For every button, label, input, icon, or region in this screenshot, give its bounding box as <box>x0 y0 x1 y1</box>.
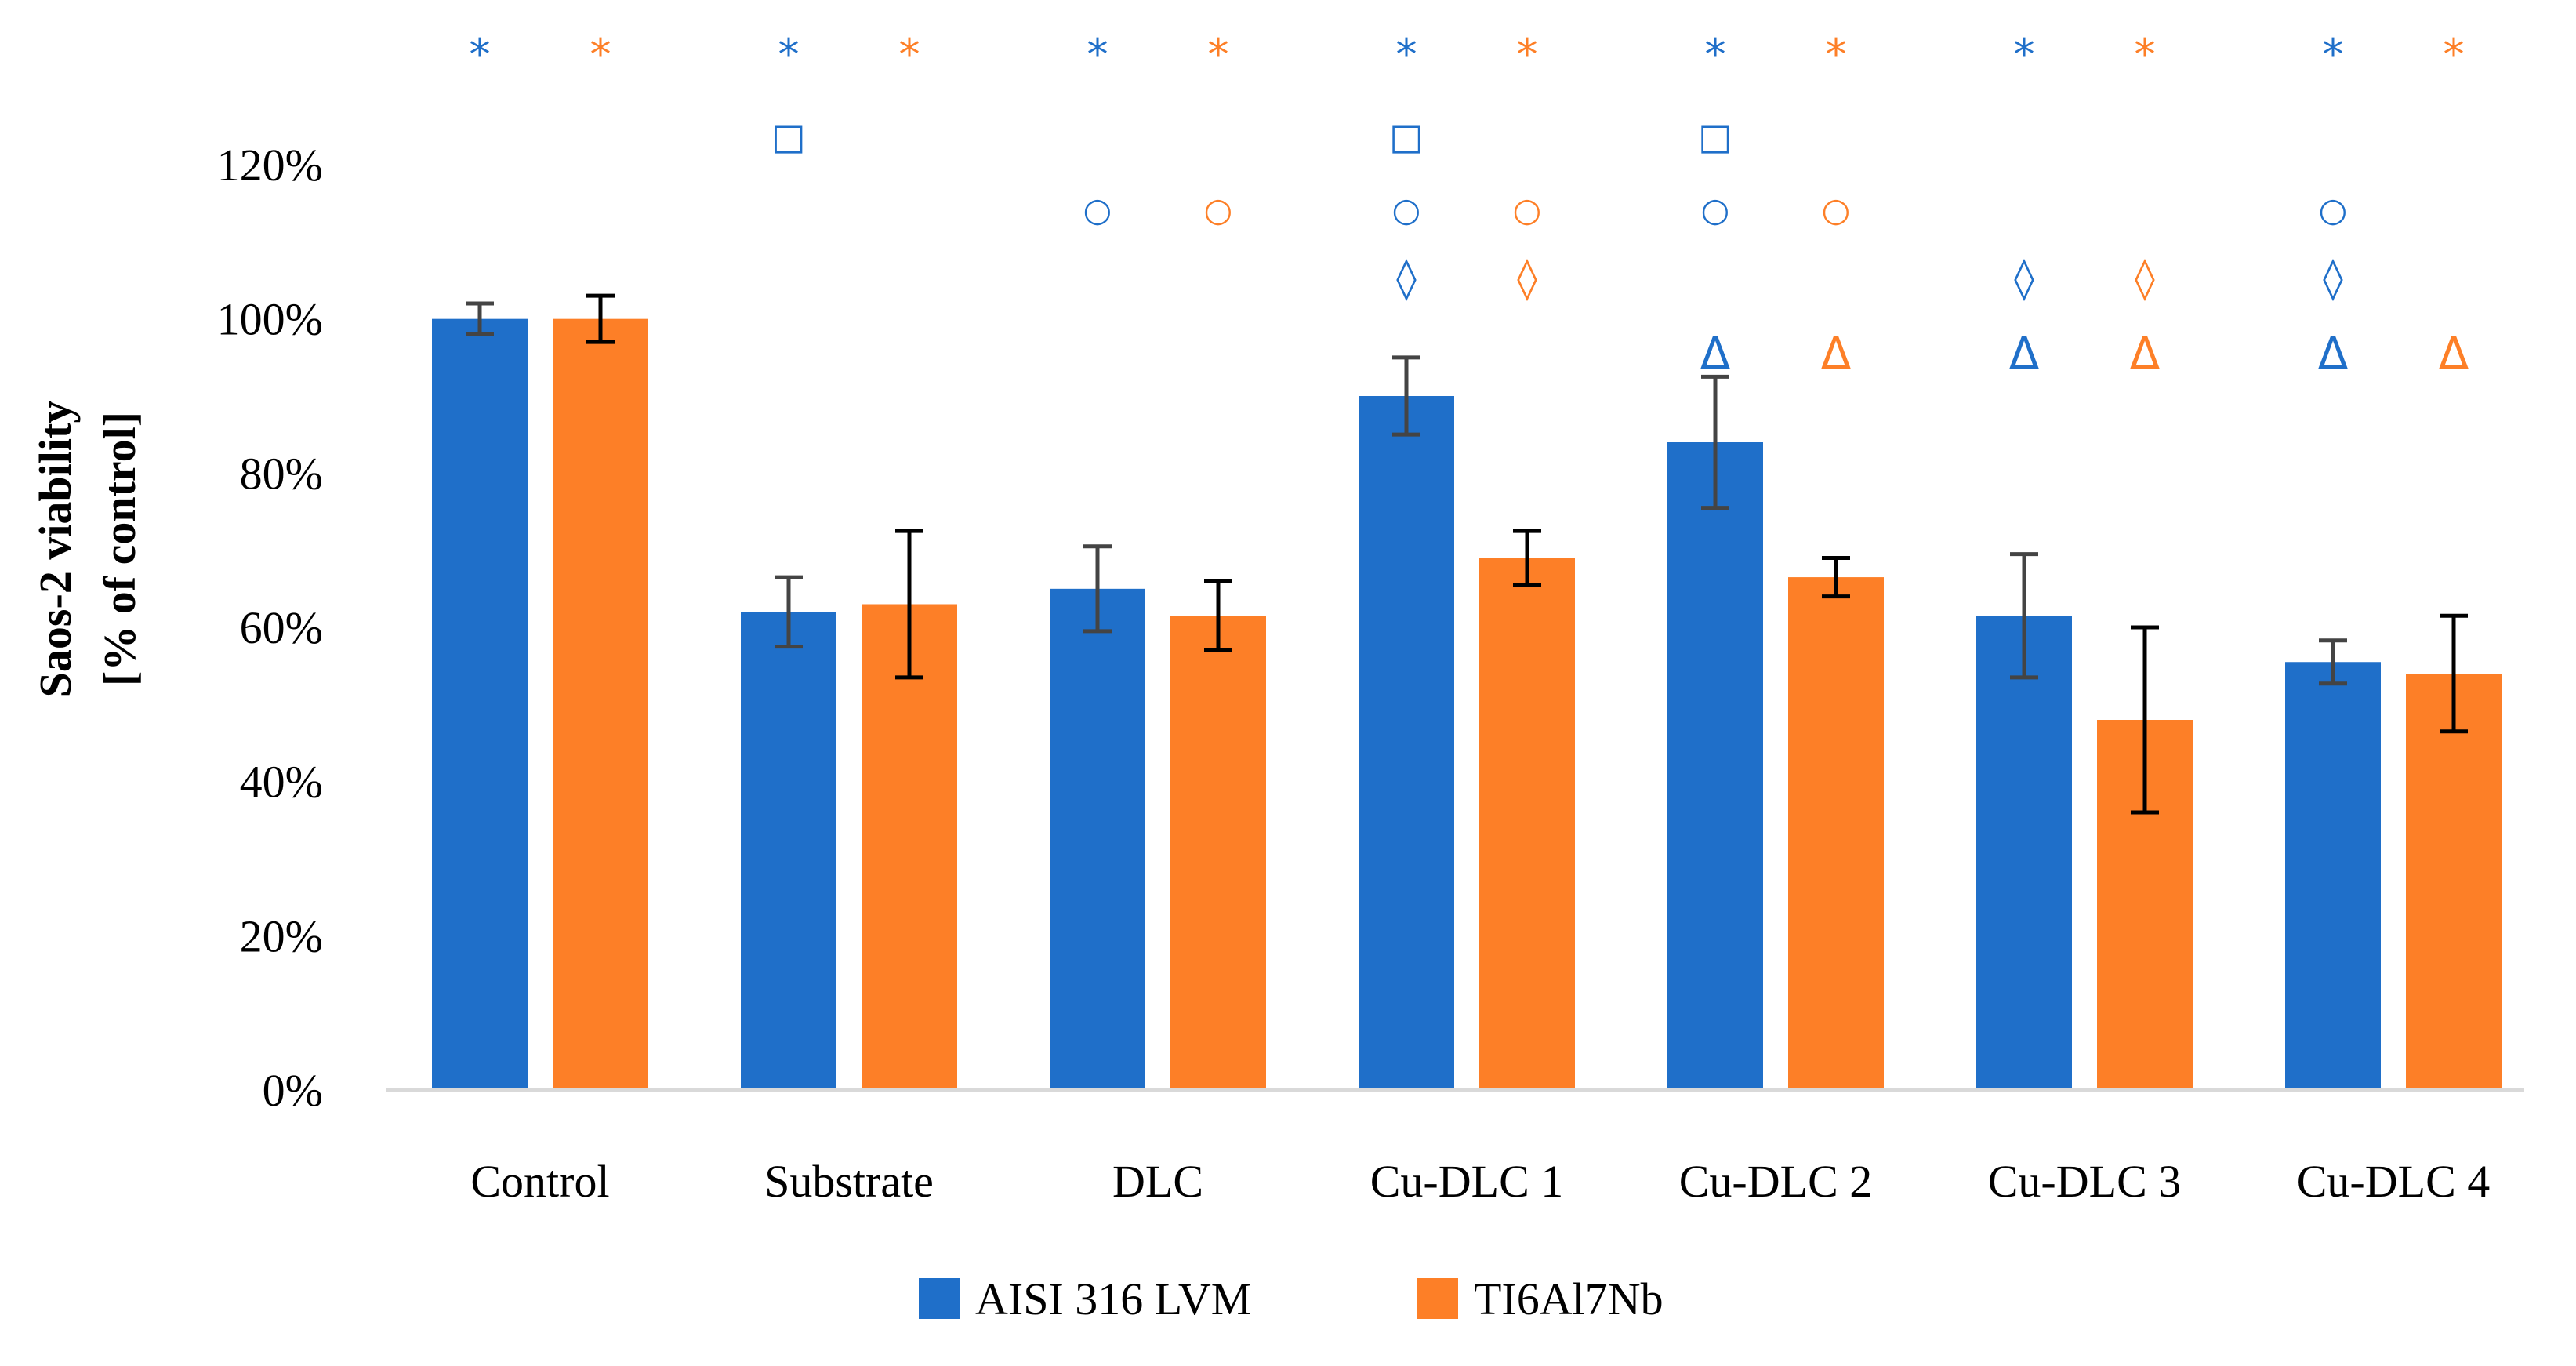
bar-cu-dlc-1-ti6al7nb <box>1479 558 1575 1090</box>
marker-triangle-cu-dlc-4-ti6al7nb: Δ <box>2439 329 2469 380</box>
bar-cu-dlc-4-aisi-316-lvm <box>2285 662 2381 1090</box>
marker-asterisk-cu-dlc-2-ti6al7nb: * <box>1826 30 1847 79</box>
y-axis-ticks: 0% 20% 40% 60% 80% 100% 120% <box>217 140 323 1116</box>
y-tick-label-80: 80% <box>240 448 323 499</box>
error-bar-cu-dlc-2-aisi-316-lvm <box>1701 374 1729 510</box>
error-bar-cu-dlc-1-ti6al7nb <box>1513 529 1541 587</box>
error-bars <box>466 293 2468 815</box>
marker-diamond-cu-dlc-3-ti6al7nb: ◊ <box>2135 255 2155 302</box>
marker-triangle-cu-dlc-3-aisi-316-lvm: Δ <box>2009 329 2039 380</box>
x-tick-label-cu-dlc-1: Cu-DLC 1 <box>1370 1156 1564 1207</box>
marker-asterisk-cu-dlc-1-aisi-316-lvm: * <box>1396 30 1417 79</box>
legend-swatch-aisi-316-lvm <box>919 1278 960 1319</box>
error-bar-cu-dlc-4-aisi-316-lvm <box>2319 638 2347 686</box>
marker-triangle-cu-dlc-2-ti6al7nb: Δ <box>1821 329 1851 380</box>
error-bar-substrate-aisi-316-lvm <box>775 575 803 649</box>
marker-diamond-cu-dlc-1-aisi-316-lvm: ◊ <box>1396 255 1417 302</box>
legend-item-ti6al7nb: TI6Al7Nb <box>1417 1273 1664 1324</box>
y-axis-title-line-1: Saos-2 viability <box>30 401 81 698</box>
y-tick-label-100: 100% <box>217 294 323 345</box>
error-bar-dlc-ti6al7nb <box>1204 579 1232 652</box>
marker-asterisk-substrate-aisi-316-lvm: * <box>778 30 800 79</box>
legend-item-aisi-316-lvm: AISI 316 LVM <box>919 1273 1251 1324</box>
bars <box>432 318 2502 1091</box>
marker-asterisk-control-aisi-316-lvm: * <box>470 30 491 79</box>
x-axis-categories: Control Substrate DLC Cu-DLC 1 Cu-DLC 2 Cu-DL… <box>470 1156 2490 1207</box>
marker-circle-dlc-aisi-316-lvm: ○ <box>1083 191 1112 229</box>
error-bar-dlc-aisi-316-lvm <box>1083 544 1112 634</box>
marker-asterisk-cu-dlc-3-aisi-316-lvm: * <box>2014 30 2035 79</box>
bar-cu-dlc-2-ti6al7nb <box>1788 577 1884 1090</box>
marker-circle-cu-dlc-1-aisi-316-lvm: ○ <box>1392 191 1421 229</box>
y-tick-label-20: 20% <box>240 910 323 961</box>
y-axis-title: Saos-2 viability [% of control] <box>30 401 145 698</box>
marker-diamond-cu-dlc-1-ti6al7nb: ◊ <box>1517 255 1537 302</box>
error-bar-cu-dlc-4-ti6al7nb <box>2440 613 2468 734</box>
marker-circle-cu-dlc-2-ti6al7nb: ○ <box>1822 191 1851 229</box>
bar-control-ti6al7nb <box>553 318 648 1091</box>
marker-circle-cu-dlc-2-aisi-316-lvm: ○ <box>1701 191 1730 229</box>
marker-square-substrate-aisi-316-lvm: □ <box>771 115 805 158</box>
marker-asterisk-cu-dlc-4-ti6al7nb: * <box>2444 30 2465 79</box>
bar-dlc-aisi-316-lvm <box>1050 588 1145 1090</box>
marker-triangle-cu-dlc-4-aisi-316-lvm: Δ <box>2318 329 2348 380</box>
marker-asterisk-dlc-ti6al7nb: * <box>1208 30 1229 79</box>
y-tick-label-40: 40% <box>240 757 323 808</box>
y-tick-label-120: 120% <box>217 140 323 191</box>
bar-substrate-ti6al7nb <box>862 604 957 1090</box>
marker-diamond-cu-dlc-3-aisi-316-lvm: ◊ <box>2014 255 2034 302</box>
x-tick-label-cu-dlc-4: Cu-DLC 4 <box>2297 1156 2491 1207</box>
error-bar-cu-dlc-2-ti6al7nb <box>1822 556 1850 599</box>
marker-asterisk-cu-dlc-3-ti6al7nb: * <box>2135 30 2156 79</box>
x-tick-label-control: Control <box>470 1156 609 1207</box>
y-axis-title-line-2: [% of control] <box>94 412 145 686</box>
marker-square-cu-dlc-2-aisi-316-lvm: □ <box>1698 115 1732 158</box>
marker-square-cu-dlc-1-aisi-316-lvm: □ <box>1389 115 1423 158</box>
legend-swatch-ti6al7nb <box>1417 1278 1458 1319</box>
legend-label-ti6al7nb: TI6Al7Nb <box>1474 1273 1664 1324</box>
marker-circle-cu-dlc-1-ti6al7nb: ○ <box>1513 191 1542 229</box>
marker-circle-cu-dlc-4-aisi-316-lvm: ○ <box>2319 191 2348 229</box>
error-bar-control-aisi-316-lvm <box>466 301 494 336</box>
legend: AISI 316 LVM TI6Al7Nb <box>919 1273 1664 1324</box>
legend-label-aisi-316-lvm: AISI 316 LVM <box>975 1273 1251 1324</box>
error-bar-cu-dlc-1-aisi-316-lvm <box>1392 355 1420 437</box>
x-tick-label-cu-dlc-3: Cu-DLC 3 <box>1988 1156 2182 1207</box>
x-tick-label-substrate: Substrate <box>764 1156 934 1207</box>
bar-cu-dlc-1-aisi-316-lvm <box>1359 396 1454 1090</box>
error-bar-substrate-ti6al7nb <box>895 529 923 680</box>
marker-diamond-cu-dlc-4-aisi-316-lvm: ◊ <box>2323 255 2343 302</box>
marker-asterisk-cu-dlc-1-ti6al7nb: * <box>1517 30 1538 79</box>
bar-substrate-aisi-316-lvm <box>741 612 836 1090</box>
bar-control-aisi-316-lvm <box>432 318 528 1091</box>
marker-circle-dlc-ti6al7nb: ○ <box>1204 191 1233 229</box>
marker-asterisk-cu-dlc-2-aisi-316-lvm: * <box>1705 30 1726 79</box>
marker-triangle-cu-dlc-3-ti6al7nb: Δ <box>2130 329 2160 380</box>
x-tick-label-cu-dlc-2: Cu-DLC 2 <box>1679 1156 1873 1207</box>
bar-dlc-ti6al7nb <box>1170 616 1266 1090</box>
error-bar-cu-dlc-3-ti6al7nb <box>2131 625 2159 815</box>
marker-asterisk-cu-dlc-4-aisi-316-lvm: * <box>2323 30 2344 79</box>
significance-markers: * * * □ * * ○ * ○ * □ ○ ◊ * ○ ◊ * □ ○ Δ * ○ Δ * ◊ Δ * ◊ Δ * ○ ◊ Δ * Δ <box>470 30 2469 380</box>
error-bar-control-ti6al7nb <box>586 293 615 344</box>
x-tick-label-dlc: DLC <box>1112 1156 1203 1207</box>
bar-cu-dlc-3-aisi-316-lvm <box>1976 616 2072 1090</box>
marker-asterisk-dlc-aisi-316-lvm: * <box>1087 30 1108 79</box>
marker-asterisk-substrate-ti6al7nb: * <box>899 30 920 79</box>
y-tick-label-0: 0% <box>263 1065 323 1116</box>
error-bar-cu-dlc-3-aisi-316-lvm <box>2010 552 2038 680</box>
marker-triangle-cu-dlc-2-aisi-316-lvm: Δ <box>1700 329 1730 380</box>
bar-cu-dlc-2-aisi-316-lvm <box>1667 442 1763 1090</box>
bar-cu-dlc-4-ti6al7nb <box>2406 674 2502 1090</box>
marker-asterisk-control-ti6al7nb: * <box>590 30 611 79</box>
y-tick-label-60: 60% <box>240 602 323 653</box>
